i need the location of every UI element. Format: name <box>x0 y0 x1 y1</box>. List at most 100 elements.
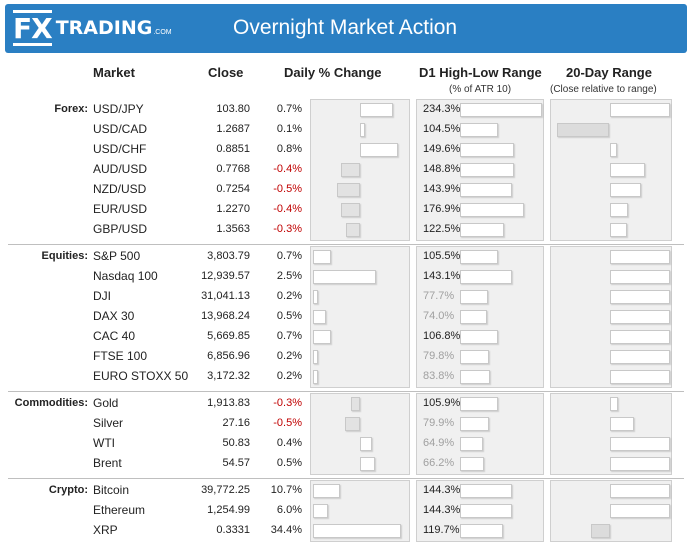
atr-range-value: 83.8% <box>423 370 455 382</box>
group-label: Equities: <box>41 250 88 262</box>
range20-bar <box>610 103 670 117</box>
range20-bar <box>610 143 618 157</box>
market-name: USD/CHF <box>93 142 147 156</box>
market-name: WTI <box>93 436 115 450</box>
daily-change-bar <box>313 290 318 304</box>
daily-change-value: -0.5% <box>273 417 302 429</box>
close-value: 54.57 <box>222 457 250 469</box>
market-name: GBP/USD <box>93 222 148 236</box>
daily-change-value: -0.4% <box>273 203 302 215</box>
daily-change-bar <box>313 270 376 284</box>
col-header-20day: 20-Day Range <box>566 65 652 80</box>
atr-range-value: 64.9% <box>423 437 455 449</box>
daily-change-bar <box>313 504 329 518</box>
page-title: Overnight Market Action <box>233 16 458 39</box>
close-value: 12,939.57 <box>201 270 250 282</box>
atr-range-bar <box>460 397 499 411</box>
range20-bar <box>591 524 610 538</box>
daily-change-value: 6.0% <box>276 504 302 516</box>
market-name: Nasdaq 100 <box>93 269 158 283</box>
atr-range-bar <box>460 504 512 518</box>
atr-range-value: 105.5% <box>423 250 461 262</box>
atr-range-value: 148.8% <box>423 163 461 175</box>
close-value: 6,856.96 <box>207 350 250 362</box>
range20-bar <box>610 437 670 451</box>
atr-range-bar <box>460 350 489 364</box>
daily-change-value: 0.5% <box>276 310 302 322</box>
group-separator <box>8 478 684 479</box>
atr-range-bar <box>460 163 514 177</box>
close-value: 0.3331 <box>216 524 250 536</box>
close-value: 1,254.99 <box>207 504 250 516</box>
atr-range-value: 79.8% <box>423 350 455 362</box>
atr-range-value: 106.8% <box>423 330 461 342</box>
daily-change-value: 0.1% <box>276 123 302 135</box>
atr-range-value: 104.5% <box>423 123 461 135</box>
close-value: 1,913.83 <box>207 397 250 409</box>
range20-bar <box>610 330 670 344</box>
market-name: XRP <box>93 523 118 537</box>
col-header-close: Close <box>208 65 244 80</box>
daily-change-value: 0.7% <box>276 330 302 342</box>
col-subheader-range: (% of ATR 10) <box>449 84 512 95</box>
close-value: 0.7254 <box>216 183 250 195</box>
range20-bar <box>610 203 628 217</box>
atr-range-bar <box>460 370 491 384</box>
range20-bar <box>610 504 670 518</box>
atr-range-value: 66.2% <box>423 457 455 469</box>
atr-range-bar <box>460 123 498 137</box>
market-name: DJI <box>93 289 111 303</box>
col-subheader-20day: (Close relative to range) <box>550 84 657 95</box>
atr-range-bar <box>460 437 484 451</box>
daily-change-bar <box>341 203 360 217</box>
market-name: EUR/USD <box>93 202 148 216</box>
daily-change-bar <box>351 397 360 411</box>
range20-bar <box>610 270 670 284</box>
daily-change-bar <box>313 350 318 364</box>
col-header-daily-change: Daily % Change <box>284 65 382 80</box>
daily-change-value: -0.3% <box>273 223 302 235</box>
market-name: USD/JPY <box>93 102 144 116</box>
atr-range-bar <box>460 203 524 217</box>
daily-change-bar <box>345 417 360 431</box>
close-value: 1.2270 <box>216 203 250 215</box>
atr-range-bar <box>460 183 512 197</box>
atr-range-value: 79.9% <box>423 417 455 429</box>
market-name: AUD/USD <box>93 162 148 176</box>
daily-change-value: 2.5% <box>276 270 302 282</box>
fxtrading-logo: FX TRADING .COM <box>13 9 172 46</box>
group-separator <box>8 244 684 245</box>
daily-change-value: 0.2% <box>276 370 302 382</box>
atr-range-bar <box>460 223 505 237</box>
daily-change-value: 0.4% <box>276 437 302 449</box>
change-panel <box>310 99 410 241</box>
col-header-market: Market <box>93 65 135 80</box>
daily-change-value: -0.5% <box>273 183 302 195</box>
close-value: 3,172.32 <box>207 370 250 382</box>
range20-bar <box>610 350 670 364</box>
atr-range-bar <box>460 417 489 431</box>
close-value: 50.83 <box>222 437 250 449</box>
range20-bar <box>610 163 645 177</box>
atr-range-bar <box>460 330 499 344</box>
daily-change-bar <box>336 183 360 197</box>
atr-range-bar <box>460 457 484 471</box>
atr-range-value: 119.7% <box>423 524 460 536</box>
daily-change-value: 0.8% <box>276 143 302 155</box>
group-label: Crypto: <box>48 484 88 496</box>
close-value: 103.80 <box>216 103 250 115</box>
daily-change-value: 0.5% <box>276 457 302 469</box>
range20-bar <box>610 250 670 264</box>
daily-change-bar <box>313 310 326 324</box>
range20-bar <box>610 417 634 431</box>
daily-change-value: 0.2% <box>276 290 302 302</box>
daily-change-bar <box>360 143 398 157</box>
daily-change-bar <box>360 457 375 471</box>
close-value: 0.7768 <box>216 163 250 175</box>
daily-change-value: 10.7% <box>270 484 302 496</box>
col-header-range: D1 High-Low Range <box>419 65 542 80</box>
daily-change-value: 34.4% <box>270 524 302 536</box>
market-name: EURO STOXX 50 <box>93 369 189 383</box>
atr-range-bar <box>460 484 512 498</box>
atr-range-value: 144.3% <box>423 484 461 496</box>
